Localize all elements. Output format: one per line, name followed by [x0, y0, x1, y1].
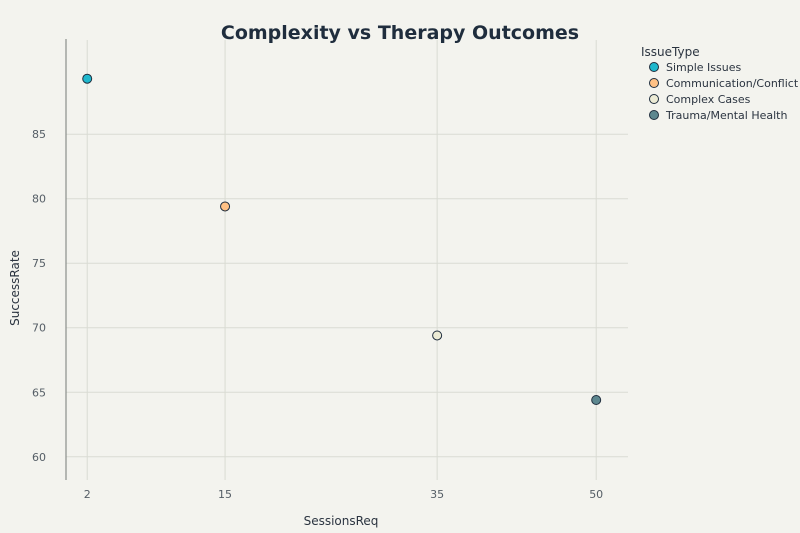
data-point — [220, 201, 231, 212]
x-tick-label: 15 — [218, 488, 232, 501]
legend-marker — [649, 110, 659, 120]
legend-entry: Complex Cases — [666, 93, 751, 106]
data-point — [432, 330, 443, 341]
y-tick-label: 65 — [32, 386, 46, 399]
y-axis-label: SuccessRate — [8, 250, 22, 326]
data-point — [591, 395, 602, 405]
y-tick-label: 75 — [32, 257, 46, 270]
y-tick-label: 85 — [32, 128, 46, 141]
y-tick-label: 80 — [32, 193, 46, 206]
legend-entry: Communication/Conflict — [666, 77, 799, 90]
legend: IssueType Simple Issues Communication/Con… — [641, 45, 799, 122]
x-axis-label: SessionsReq — [304, 514, 379, 528]
y-tick-label: 70 — [32, 322, 46, 335]
x-tick-label: 50 — [589, 488, 603, 501]
gridlines — [66, 40, 628, 480]
legend-marker — [649, 78, 659, 88]
chart-title: Complexity vs Therapy Outcomes — [221, 22, 579, 44]
data-point — [82, 73, 93, 84]
y-tick-label: 60 — [32, 451, 46, 464]
data-points — [82, 73, 602, 405]
x-tick-label: 2 — [84, 488, 91, 501]
tick-labels: 60 65 70 75 80 85 2 15 35 50 — [32, 128, 603, 501]
legend-entry: Trauma/Mental Health — [665, 109, 787, 122]
x-tick-label: 35 — [430, 488, 444, 501]
legend-marker — [649, 94, 659, 104]
legend-entry: Simple Issues — [666, 61, 742, 74]
legend-title: IssueType — [641, 45, 700, 59]
legend-marker — [649, 62, 659, 72]
